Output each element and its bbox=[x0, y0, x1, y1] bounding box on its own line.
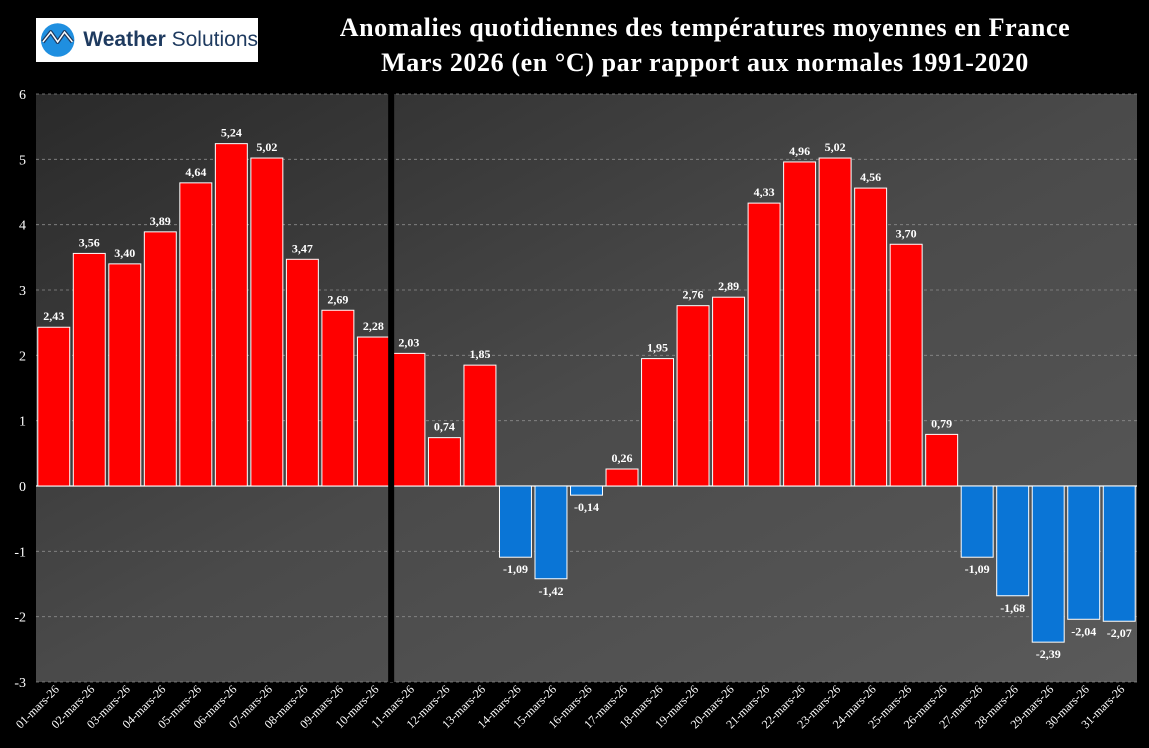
bar bbox=[818, 157, 852, 487]
bar bbox=[889, 243, 923, 487]
bar bbox=[356, 336, 390, 487]
data-label: 1,85 bbox=[469, 347, 490, 361]
bar bbox=[285, 258, 319, 487]
bar bbox=[1102, 485, 1136, 622]
data-label: -1,09 bbox=[965, 562, 990, 576]
bar bbox=[747, 202, 781, 487]
data-label: 1,95 bbox=[647, 341, 668, 355]
data-label: 2,43 bbox=[43, 309, 64, 323]
chart-title-line2: Mars 2026 (en °C) par rapport aux normal… bbox=[381, 48, 1029, 77]
y-tick-label: -2 bbox=[14, 611, 26, 626]
bar bbox=[1031, 485, 1065, 643]
data-label: 5,02 bbox=[256, 140, 277, 154]
data-label: 3,40 bbox=[114, 246, 135, 260]
data-label: -2,07 bbox=[1107, 626, 1132, 640]
data-label: -1,42 bbox=[538, 584, 563, 598]
y-tick-label: 2 bbox=[19, 349, 26, 364]
data-label: 4,56 bbox=[860, 170, 881, 184]
bar bbox=[925, 433, 959, 487]
data-label: -2,04 bbox=[1071, 624, 1096, 638]
y-tick-label: 4 bbox=[19, 219, 26, 234]
bar bbox=[641, 358, 675, 487]
bar bbox=[570, 485, 603, 496]
bar bbox=[534, 485, 568, 580]
bar bbox=[37, 326, 71, 487]
y-tick-label: 6 bbox=[19, 88, 26, 103]
bar bbox=[321, 309, 355, 487]
data-label: 3,47 bbox=[292, 241, 313, 255]
bar bbox=[783, 161, 817, 487]
bar bbox=[214, 143, 248, 487]
data-label: 0,79 bbox=[931, 416, 952, 430]
y-tick-label: -1 bbox=[14, 545, 26, 560]
data-label: 5,24 bbox=[221, 126, 242, 140]
data-label: 4,96 bbox=[789, 144, 810, 158]
data-label: 3,56 bbox=[79, 235, 100, 249]
bar bbox=[72, 252, 106, 487]
data-label: 5,02 bbox=[825, 140, 846, 154]
chart-title: Anomalies quotidiennes des températures … bbox=[270, 10, 1140, 80]
data-label: 0,74 bbox=[434, 420, 455, 434]
data-label: 2,89 bbox=[718, 279, 739, 293]
y-tick-label: 1 bbox=[19, 415, 26, 430]
data-label: 3,70 bbox=[896, 226, 917, 240]
data-label: -2,39 bbox=[1036, 647, 1061, 661]
logo-brand-bold: Weather bbox=[83, 28, 166, 51]
bar bbox=[996, 485, 1030, 597]
data-label: 4,33 bbox=[754, 185, 775, 199]
data-label: 2,28 bbox=[363, 319, 384, 333]
bar bbox=[179, 182, 213, 487]
bar bbox=[108, 263, 142, 487]
logo-brand-rest: Solutions bbox=[171, 28, 258, 51]
data-label: -1,09 bbox=[503, 562, 528, 576]
bar bbox=[463, 364, 497, 487]
y-tick-label: -3 bbox=[14, 676, 26, 691]
chart-title-line1: Anomalies quotidiennes des températures … bbox=[339, 13, 1071, 42]
bar bbox=[854, 187, 888, 487]
logo: Weather Solutions bbox=[36, 18, 258, 62]
bar bbox=[1067, 485, 1101, 620]
y-tick-label: 3 bbox=[19, 284, 26, 299]
bar bbox=[605, 468, 639, 487]
data-label: 2,76 bbox=[683, 288, 704, 302]
bar bbox=[427, 437, 461, 487]
data-label: 3,89 bbox=[150, 214, 171, 228]
data-label: 0,26 bbox=[612, 451, 633, 465]
bar bbox=[960, 485, 994, 558]
data-label: -1,68 bbox=[1000, 601, 1025, 615]
bar bbox=[392, 352, 426, 487]
data-label: -0,14 bbox=[574, 500, 599, 514]
bar bbox=[676, 305, 710, 487]
data-label: 2,69 bbox=[327, 292, 348, 306]
bar bbox=[712, 296, 746, 487]
y-tick-label: 5 bbox=[19, 153, 26, 168]
data-label: 2,03 bbox=[398, 335, 419, 349]
data-label: 4,64 bbox=[185, 165, 206, 179]
bar bbox=[498, 485, 532, 558]
weather-logo-icon bbox=[40, 23, 75, 57]
bar bbox=[250, 157, 284, 487]
bar bbox=[143, 231, 177, 487]
y-tick-label: 0 bbox=[19, 480, 26, 495]
